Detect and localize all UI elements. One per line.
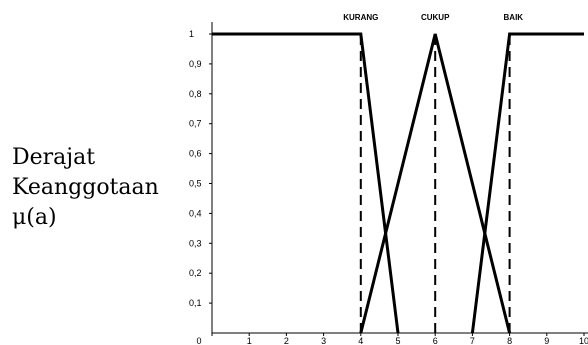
- y-tick-label: 0,9: [189, 59, 202, 69]
- y-tick-label: 1: [189, 29, 194, 39]
- series-line-kurang: [212, 32, 400, 334]
- set-labels: KURANG CUKUP BAIK: [343, 13, 523, 22]
- x-tick-label: 0: [196, 336, 201, 345]
- axes: [211, 22, 588, 334]
- y-axis-label-line: Keanggotaan: [12, 175, 159, 200]
- y-tick-label: 0,3: [189, 238, 202, 248]
- y-axis-label-line: μ(a): [12, 205, 57, 230]
- x-tick-label: 2: [284, 336, 289, 345]
- dashed-guides: [359, 34, 511, 333]
- x-tick-label: 6: [433, 336, 438, 345]
- y-axis-label-line: Derajat: [12, 145, 96, 170]
- y-tick-label: 0,6: [189, 149, 202, 159]
- y-tick-label: 0,7: [189, 119, 202, 129]
- x-tick-label: 9: [544, 336, 549, 345]
- series-lines: [212, 32, 584, 334]
- x-tick-label: 4: [358, 336, 363, 345]
- x-tick-label: 8: [507, 336, 512, 345]
- series-line-baik: [470, 32, 584, 334]
- x-tick-label: 5: [395, 336, 400, 345]
- y-tick-label: 0,2: [189, 268, 202, 278]
- ticks: 0 1 2 3 4 5 6 7 8 9 10 0,1 0,2 0,3 0,4 0,5 0,6 0,7 0,8 0,9 1: [189, 29, 588, 345]
- set-label-kurang: KURANG: [343, 13, 378, 22]
- y-axis-label: Derajat Keanggotaan μ(a): [12, 143, 172, 233]
- x-tick-label: 7: [470, 336, 475, 345]
- x-tick-label: 3: [321, 336, 326, 345]
- x-tick-label: 1: [247, 336, 252, 345]
- set-label-cukup: CUKUP: [421, 13, 450, 22]
- y-tick-label: 0,1: [189, 298, 202, 308]
- set-label-baik: BAIK: [504, 13, 524, 22]
- y-tick-label: 0,5: [189, 179, 202, 189]
- x-tick-label: 10: [579, 336, 588, 345]
- y-tick-label: 0,8: [189, 89, 202, 99]
- y-tick-label: 0,4: [189, 208, 202, 218]
